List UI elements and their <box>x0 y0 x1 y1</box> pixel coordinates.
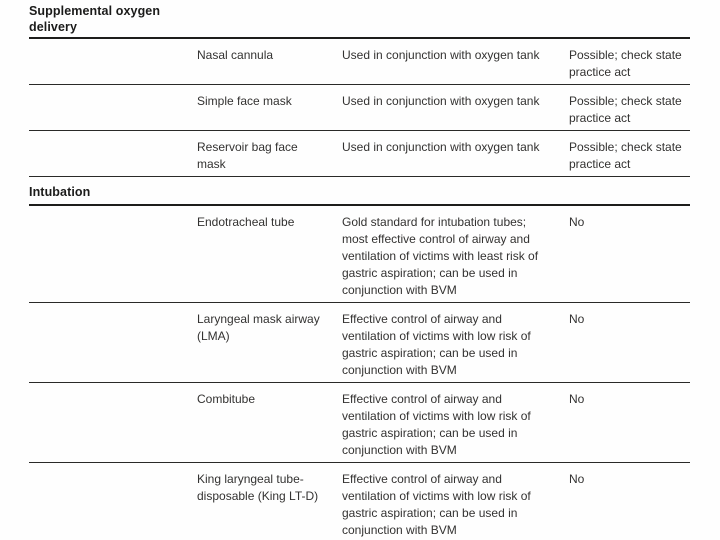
table-row: Simple face mask Used in conjunction wit… <box>29 85 690 131</box>
cell-device: Laryngeal mask airway (LMA) <box>197 312 320 343</box>
cell-device: Simple face mask <box>197 94 292 108</box>
cell-description: Used in conjunction with oxygen tank <box>342 140 540 154</box>
cell-spacer <box>29 471 197 539</box>
cell-note: No <box>569 392 585 406</box>
cell-device: Combitube <box>197 392 256 406</box>
cell-description: Effective control of airway and ventilat… <box>342 312 531 377</box>
cell-note: No <box>569 312 585 326</box>
section-label: Intubation <box>29 185 91 199</box>
table-row: Combitube Effective control of airway an… <box>29 383 690 463</box>
cell-note: No <box>569 215 585 229</box>
cell-description: Effective control of airway and ventilat… <box>342 472 531 537</box>
cell-device: Nasal cannula <box>197 48 274 62</box>
cell-spacer <box>29 391 197 459</box>
cell-spacer <box>29 311 197 379</box>
section-header-row: Intubation <box>29 177 690 206</box>
cell-description: Gold standard for intubation tubes; most… <box>342 215 539 297</box>
table-row: Reservoir bag face mask Used in conjunct… <box>29 131 690 177</box>
section-header-row: Supplemental oxygen delivery <box>29 2 690 39</box>
cell-note: Possible; check state practice act <box>569 140 682 171</box>
table-row: Nasal cannula Used in conjunction with o… <box>29 39 690 85</box>
cell-spacer <box>29 93 197 127</box>
cell-device: King laryngeal tube-disposable (King LT-… <box>197 472 319 503</box>
cell-spacer <box>29 139 197 173</box>
cell-device: Endotracheal tube <box>197 215 295 229</box>
cell-device: Reservoir bag face mask <box>197 140 298 171</box>
table-row: King laryngeal tube-disposable (King LT-… <box>29 463 690 540</box>
cell-description: Effective control of airway and ventilat… <box>342 392 531 457</box>
section-label: Supplemental oxygen delivery <box>29 4 161 34</box>
cell-description: Used in conjunction with oxygen tank <box>342 94 540 108</box>
table-row: Laryngeal mask airway (LMA) Effective co… <box>29 303 690 383</box>
cell-note: Possible; check state practice act <box>569 94 682 125</box>
table-row: Endotracheal tube Gold standard for intu… <box>29 206 690 303</box>
cell-note: Possible; check state practice act <box>569 48 682 79</box>
cell-spacer <box>29 47 197 81</box>
airway-devices-table: Supplemental oxygen delivery Nasal cannu… <box>29 2 690 540</box>
cell-note: No <box>569 472 585 486</box>
cell-description: Used in conjunction with oxygen tank <box>342 48 540 62</box>
cell-spacer <box>29 214 197 299</box>
